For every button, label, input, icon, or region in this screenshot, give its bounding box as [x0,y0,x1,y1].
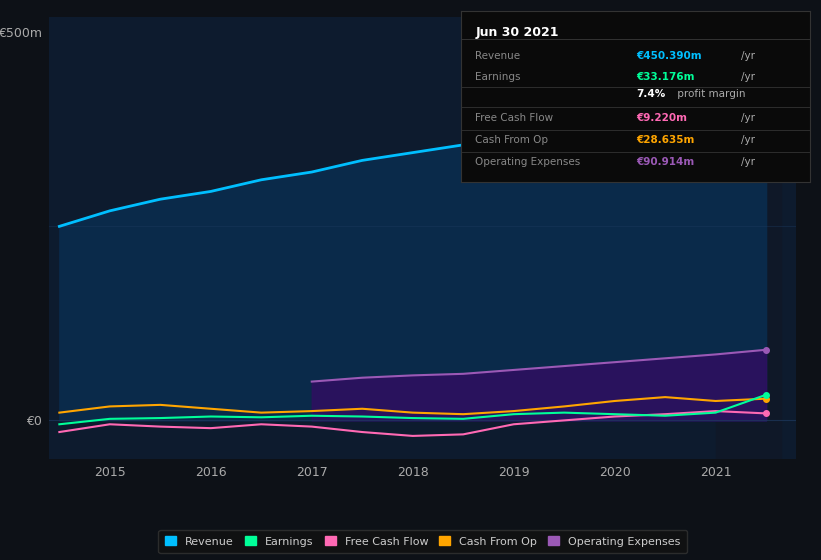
Text: /yr: /yr [741,135,754,145]
Text: Revenue: Revenue [475,52,521,62]
Text: Operating Expenses: Operating Expenses [475,157,580,167]
Text: Cash From Op: Cash From Op [475,135,548,145]
Text: /yr: /yr [741,72,754,82]
Bar [716,17,782,459]
Text: Jun 30 2021: Jun 30 2021 [475,26,559,39]
Text: /yr: /yr [741,157,754,167]
Text: profit margin: profit margin [674,89,745,99]
Text: /yr: /yr [741,52,754,62]
Text: /yr: /yr [741,113,754,123]
Text: €450.390m: €450.390m [636,52,701,62]
Text: €9.220m: €9.220m [636,113,687,123]
Text: €90.914m: €90.914m [636,157,694,167]
Text: €28.635m: €28.635m [636,135,695,145]
Text: €33.176m: €33.176m [636,72,695,82]
Text: 7.4%: 7.4% [636,89,665,99]
Legend: Revenue, Earnings, Free Cash Flow, Cash From Op, Operating Expenses: Revenue, Earnings, Free Cash Flow, Cash … [158,530,687,553]
Text: Free Cash Flow: Free Cash Flow [475,113,553,123]
Text: Earnings: Earnings [475,72,521,82]
